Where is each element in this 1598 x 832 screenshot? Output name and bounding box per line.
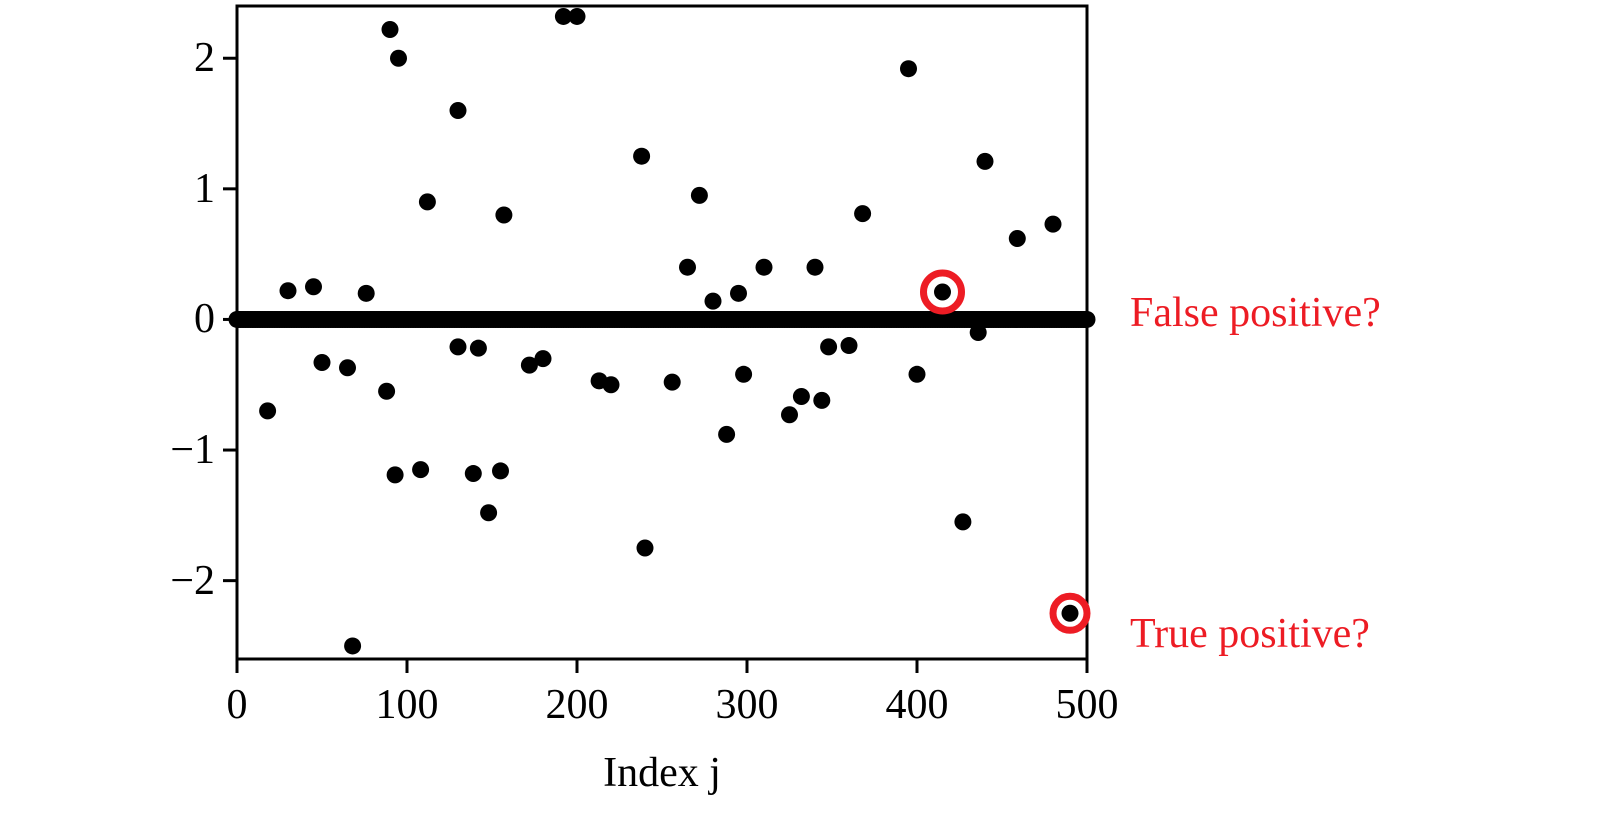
y-tick-label: −2 xyxy=(170,557,215,605)
y-tick-label: 0 xyxy=(194,295,215,343)
y-tick-label: −1 xyxy=(170,426,215,474)
y-tick-label: 2 xyxy=(194,34,215,82)
x-axis-label: Index j xyxy=(603,749,721,797)
y-tick-label: 1 xyxy=(194,165,215,213)
x-tick-label: 200 xyxy=(546,681,609,729)
x-tick-label: 0 xyxy=(227,681,248,729)
annotation-text: False positive? xyxy=(1130,289,1381,337)
chart-container: Fitted coefficient βj Index j 0100200300… xyxy=(0,0,1598,832)
x-tick-label: 300 xyxy=(716,681,779,729)
x-tick-label: 400 xyxy=(886,681,949,729)
annotation-text: True positive? xyxy=(1130,610,1370,658)
x-tick-label: 500 xyxy=(1056,681,1119,729)
x-tick-label: 100 xyxy=(376,681,439,729)
